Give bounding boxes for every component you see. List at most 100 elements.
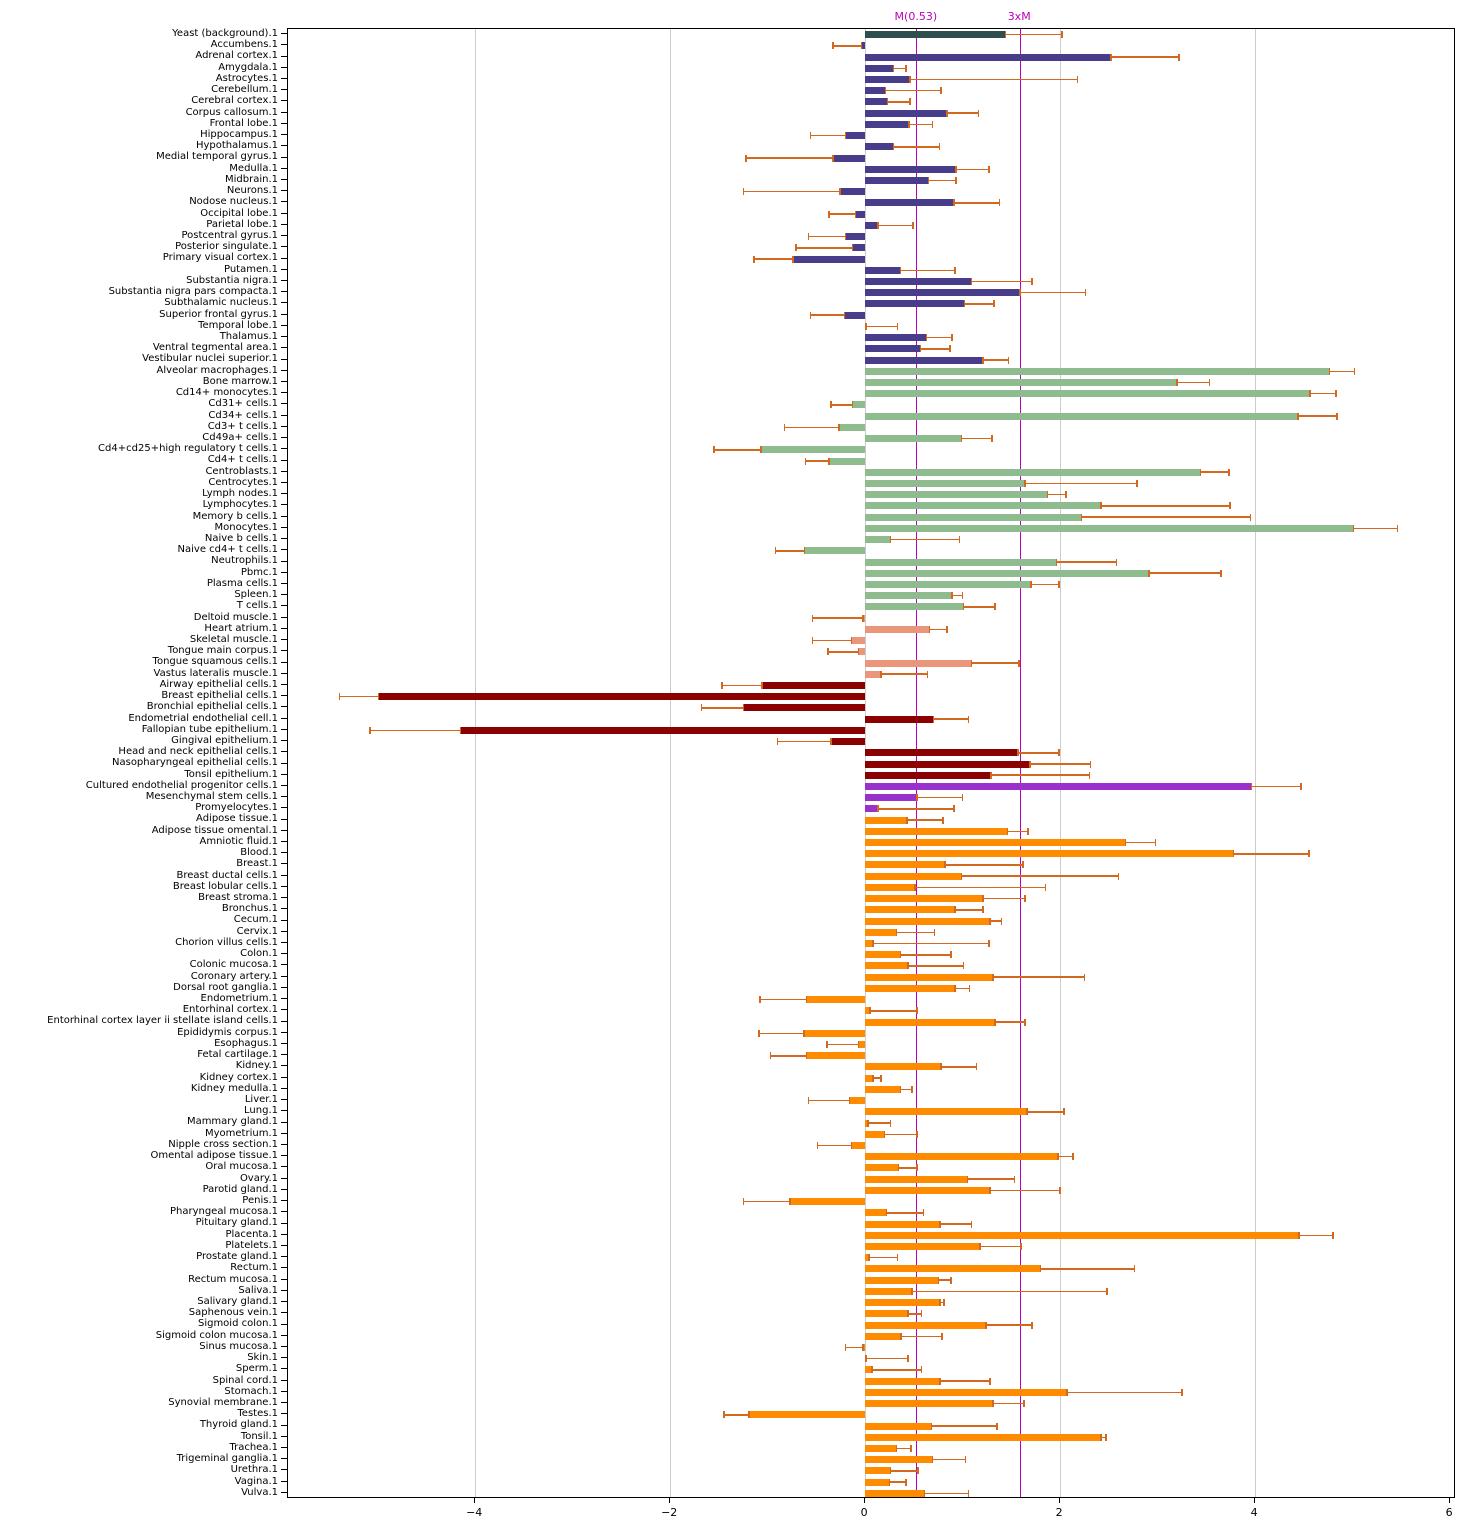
error-bar bbox=[812, 617, 864, 619]
bar-stomach-1 bbox=[865, 1388, 1067, 1396]
error-bar-cap bbox=[830, 738, 832, 746]
y-label: Tongue squamous cells.1 bbox=[152, 656, 278, 668]
y-label: Omental adipose tissue.1 bbox=[150, 1150, 278, 1162]
error-bar-cap bbox=[930, 1422, 933, 1430]
error-bar-cap bbox=[946, 109, 948, 117]
error-bar-cap bbox=[862, 614, 864, 622]
bar-fallopian-tube-epithelium-1 bbox=[460, 726, 866, 734]
bar-naive-cd4-t-cells-1 bbox=[804, 547, 866, 555]
error-bar bbox=[961, 437, 992, 440]
bar-nasopharyngeal-epithelial-cells-1 bbox=[865, 760, 1030, 768]
error-bar-cap bbox=[937, 1276, 940, 1284]
error-bar-cap bbox=[828, 210, 830, 218]
error-bar bbox=[828, 651, 859, 653]
error-bar-cap bbox=[919, 345, 922, 353]
bar-vagina-1 bbox=[865, 1478, 890, 1486]
error-bar bbox=[833, 45, 862, 47]
error-bar-cap bbox=[905, 1478, 907, 1486]
bar-lymphocytes-1 bbox=[865, 502, 1102, 510]
x-tick-label: 0 bbox=[860, 1506, 868, 1519]
y-label: Centrocytes.1 bbox=[208, 476, 278, 488]
error-bar-cap bbox=[753, 255, 755, 263]
error-bar bbox=[1329, 370, 1355, 372]
bar-chorion-villus-cells-1 bbox=[865, 940, 873, 948]
y-label: Platelets.1 bbox=[225, 1239, 278, 1251]
error-bar-cap bbox=[1328, 367, 1330, 375]
y-tick bbox=[281, 650, 287, 652]
error-bar-cap bbox=[828, 457, 830, 465]
error-bar-cap bbox=[804, 457, 807, 465]
error-bar-cap bbox=[982, 356, 984, 364]
bar-bone-marrow-1 bbox=[865, 378, 1178, 386]
y-tick bbox=[281, 257, 287, 259]
error-bar-cap bbox=[844, 132, 847, 140]
error-bar-cap bbox=[949, 345, 951, 353]
bar-pharyngeal-mucosa-1 bbox=[865, 1209, 887, 1217]
error-bar-cap bbox=[967, 1489, 970, 1497]
x-tick bbox=[1058, 1498, 1060, 1503]
y-tick bbox=[281, 235, 287, 237]
bar-vestibular-nuclei-superior-1 bbox=[865, 356, 984, 364]
error-bar-cap bbox=[769, 1052, 772, 1060]
y-tick bbox=[281, 448, 287, 450]
y-tick bbox=[281, 1491, 287, 1493]
bar-adrenal-cortex-1 bbox=[865, 53, 1111, 61]
error-bar bbox=[929, 628, 948, 631]
error-bar bbox=[916, 796, 963, 799]
bar-blood-1 bbox=[865, 850, 1234, 858]
error-bar-cap bbox=[1061, 31, 1063, 39]
error-bar bbox=[1233, 853, 1309, 855]
bar-centrocytes-1 bbox=[865, 479, 1026, 487]
bar-pituitary-gland-1 bbox=[865, 1220, 941, 1228]
y-label: Kidney cortex.1 bbox=[199, 1071, 278, 1083]
error-bar-cap bbox=[1022, 861, 1024, 869]
y-tick bbox=[281, 1402, 287, 1404]
bar-tongue-squamous-cells-1 bbox=[865, 659, 972, 667]
error-bar-cap bbox=[954, 984, 956, 992]
bar-sinus-mucosa-1 bbox=[863, 1344, 866, 1351]
error-bar-cap bbox=[931, 1456, 934, 1464]
y-label: Monocytes.1 bbox=[214, 521, 278, 533]
y-tick bbox=[281, 683, 287, 685]
error-bar bbox=[900, 269, 955, 271]
y-tick bbox=[281, 919, 287, 921]
error-bar bbox=[910, 78, 1078, 81]
y-label: Kidney medulla.1 bbox=[190, 1082, 278, 1094]
y-label: Neurons.1 bbox=[226, 185, 278, 197]
error-bar-cap bbox=[966, 1175, 969, 1183]
error-bar bbox=[940, 1380, 990, 1382]
error-bar bbox=[758, 1032, 804, 1035]
y-tick bbox=[281, 1076, 287, 1078]
error-bar-cap bbox=[1208, 378, 1211, 386]
error-bar-cap bbox=[1199, 468, 1202, 476]
y-tick bbox=[281, 1469, 287, 1471]
error-bar-cap bbox=[877, 805, 879, 813]
error-bar bbox=[926, 336, 952, 339]
y-label: Nasopharyngeal epithelial cells.1 bbox=[112, 757, 278, 769]
error-bar bbox=[940, 1301, 945, 1304]
y-label: Vastus lateralis muscle.1 bbox=[153, 667, 278, 679]
error-bar bbox=[911, 1290, 1107, 1293]
error-bar-cap bbox=[459, 726, 462, 734]
error-bar-cap bbox=[951, 592, 953, 600]
error-bar-cap bbox=[792, 255, 794, 263]
error-bar-cap bbox=[865, 1355, 867, 1363]
error-bar-cap bbox=[789, 1198, 791, 1206]
y-label: Sigmoid colon mucosa.1 bbox=[155, 1329, 278, 1341]
bar-penis-1 bbox=[790, 1198, 866, 1206]
error-bar bbox=[947, 112, 979, 114]
y-label: Accumbens.1 bbox=[210, 39, 278, 51]
bar-urethra-1 bbox=[865, 1467, 891, 1475]
y-label: Putamen.1 bbox=[223, 263, 278, 275]
error-bar bbox=[1020, 291, 1086, 294]
error-bar bbox=[831, 404, 853, 406]
error-bar bbox=[339, 695, 379, 698]
error-bar-cap bbox=[942, 816, 944, 824]
y-tick bbox=[281, 134, 287, 136]
y-label: Chorion villus cells.1 bbox=[175, 936, 278, 948]
error-bar bbox=[1251, 785, 1301, 788]
error-bar-cap bbox=[850, 637, 853, 645]
error-bar-cap bbox=[805, 996, 808, 1004]
y-tick bbox=[281, 538, 287, 540]
error-bar-cap bbox=[1232, 850, 1235, 858]
